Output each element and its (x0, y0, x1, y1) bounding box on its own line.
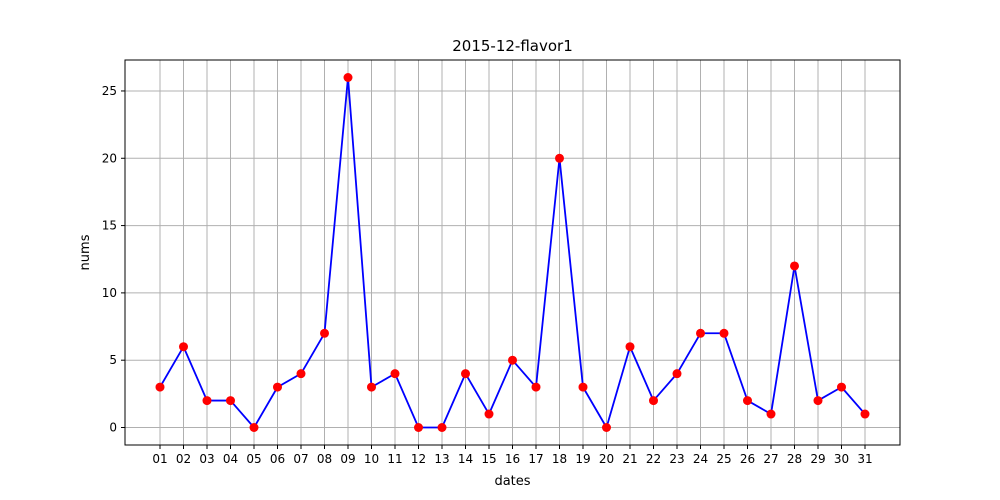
y-tick-label: 25 (102, 84, 117, 98)
data-point (719, 328, 729, 338)
x-axis-title: dates (494, 474, 530, 489)
data-point (249, 423, 259, 432)
x-tick-label: 22 (646, 452, 661, 466)
data-point (672, 369, 682, 379)
data-point (461, 369, 470, 379)
grid (125, 60, 900, 445)
x-tick-label: 28 (787, 452, 802, 466)
y-axis: 0 5 10 15 20 25 (102, 84, 125, 435)
data-point (649, 396, 658, 406)
data-point (296, 369, 306, 379)
data-point (179, 342, 188, 352)
data-point (155, 382, 165, 392)
data-point (837, 382, 846, 392)
y-tick-label: 20 (102, 151, 117, 165)
data-point (390, 369, 400, 379)
y-axis-title: nums (78, 234, 93, 270)
x-tick-label: 19 (575, 452, 590, 466)
x-tick-label: 04 (223, 452, 238, 466)
data-point (625, 342, 635, 352)
y-tick-label: 0 (109, 421, 117, 435)
x-axis: 01 02 03 04 05 06 07 08 09 10 11 12 13 14 15 16 17 18 19 20… (152, 445, 873, 466)
x-tick-label: 21 (622, 452, 637, 466)
data-point (437, 423, 447, 432)
markers (155, 73, 870, 432)
y-tick-label: 10 (102, 286, 117, 300)
data-point (766, 409, 776, 419)
x-tick-label: 01 (152, 452, 167, 466)
x-tick-label: 09 (340, 452, 355, 466)
data-point (202, 396, 212, 406)
x-tick-label: 13 (434, 452, 449, 466)
data-point (578, 382, 588, 392)
y-tick-label: 5 (109, 353, 117, 367)
data-point (602, 423, 611, 432)
data-point (743, 396, 752, 406)
x-tick-label: 12 (411, 452, 426, 466)
x-tick-label: 11 (387, 452, 402, 466)
chart-title: 2015-12-flavor1 (452, 37, 573, 55)
x-tick-label: 10 (364, 452, 379, 466)
x-tick-label: 23 (669, 452, 684, 466)
data-point (414, 423, 423, 432)
x-tick-label: 03 (199, 452, 214, 466)
x-tick-label: 27 (763, 452, 778, 466)
data-point (343, 73, 353, 82)
data-point (531, 382, 541, 392)
x-tick-label: 25 (716, 452, 731, 466)
x-tick-label: 30 (834, 452, 849, 466)
data-point (696, 328, 705, 338)
x-tick-label: 29 (810, 452, 825, 466)
data-point (320, 328, 329, 338)
data-point (226, 396, 235, 406)
y-tick-label: 15 (102, 219, 117, 233)
x-tick-label: 15 (481, 452, 496, 466)
x-tick-label: 07 (293, 452, 308, 466)
x-tick-label: 18 (552, 452, 567, 466)
data-point (484, 409, 494, 419)
x-tick-label: 31 (857, 452, 872, 466)
x-tick-label: 05 (246, 452, 261, 466)
data-point (273, 382, 282, 392)
x-tick-label: 16 (505, 452, 520, 466)
x-tick-label: 24 (693, 452, 708, 466)
data-point (860, 409, 870, 419)
x-tick-label: 08 (317, 452, 332, 466)
x-tick-label: 17 (528, 452, 543, 466)
x-tick-label: 20 (599, 452, 614, 466)
data-point (367, 382, 376, 392)
data-point (813, 396, 823, 406)
data-point (508, 355, 517, 365)
x-tick-label: 26 (740, 452, 755, 466)
x-tick-label: 14 (458, 452, 473, 466)
data-point (790, 261, 799, 271)
data-point (555, 153, 564, 163)
x-tick-label: 06 (270, 452, 285, 466)
x-tick-label: 02 (176, 452, 191, 466)
